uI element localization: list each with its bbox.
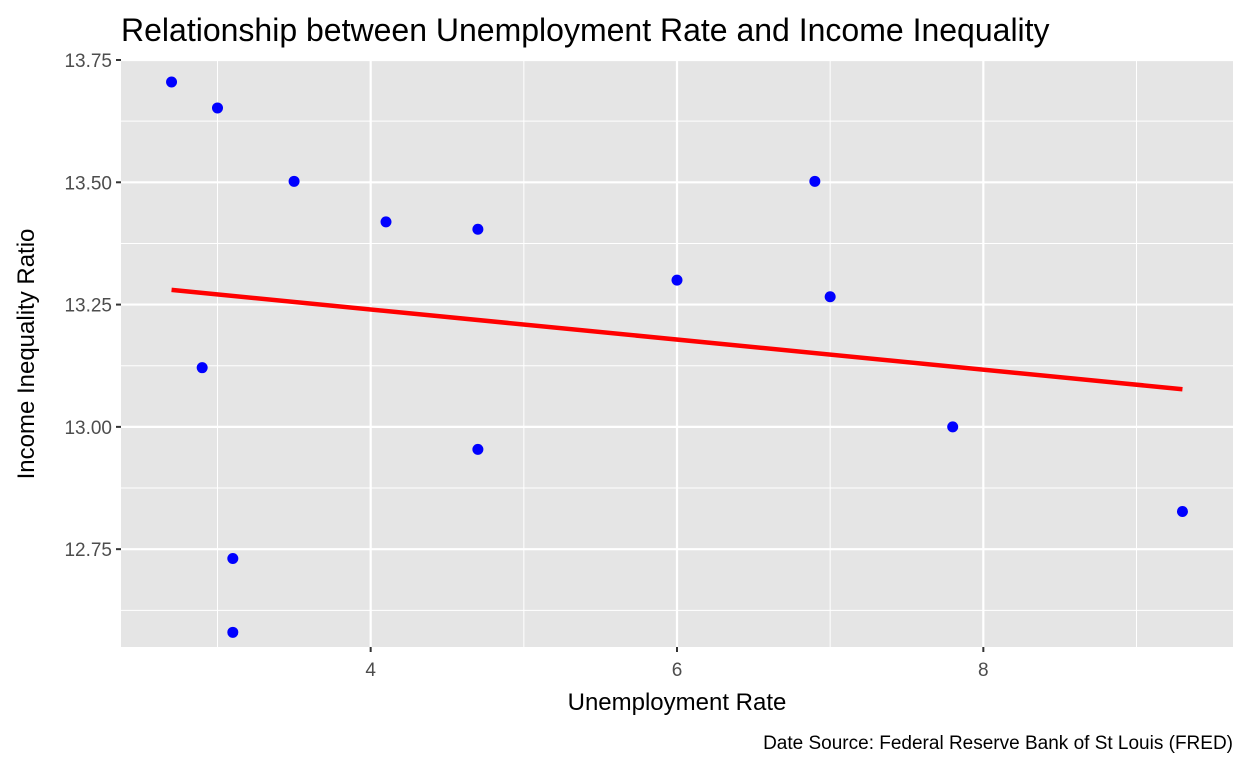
y-axis: 12.75 13.00 13.25 13.50 13.75 — [64, 51, 121, 561]
data-point — [211, 102, 223, 114]
x-tick-label: 8 — [978, 660, 989, 681]
x-tick-label: 6 — [672, 660, 683, 681]
data-point — [1176, 506, 1188, 518]
y-tick-label: 13.25 — [64, 296, 112, 317]
data-point — [196, 362, 208, 374]
x-axis: 4 6 8 — [365, 647, 989, 681]
y-tick-label: 13.75 — [64, 51, 112, 72]
data-point — [824, 291, 836, 303]
data-point — [380, 216, 392, 228]
y-tick-label: 13.00 — [64, 418, 112, 439]
data-point — [227, 552, 239, 564]
data-point — [472, 223, 484, 235]
chart-title: Relationship between Unemployment Rate a… — [121, 12, 1050, 48]
data-point — [671, 274, 683, 286]
data-point — [288, 175, 300, 187]
x-tick-label: 4 — [365, 660, 376, 681]
y-tick-label: 13.50 — [64, 173, 112, 194]
data-point — [809, 175, 821, 187]
y-tick-label: 12.75 — [64, 540, 112, 561]
major-gridlines — [121, 58, 1233, 647]
data-point — [227, 626, 239, 638]
y-axis-title: Income Inequality Ratio — [13, 229, 40, 480]
trend-line-group — [171, 287, 1183, 392]
data-point — [166, 76, 178, 88]
chart-caption: Date Source: Federal Reserve Bank of St … — [763, 733, 1233, 754]
x-axis-title: Unemployment Rate — [568, 689, 787, 716]
data-point — [472, 443, 484, 455]
data-point — [947, 421, 959, 433]
data-points — [166, 76, 1188, 638]
trend-line — [171, 287, 1183, 392]
